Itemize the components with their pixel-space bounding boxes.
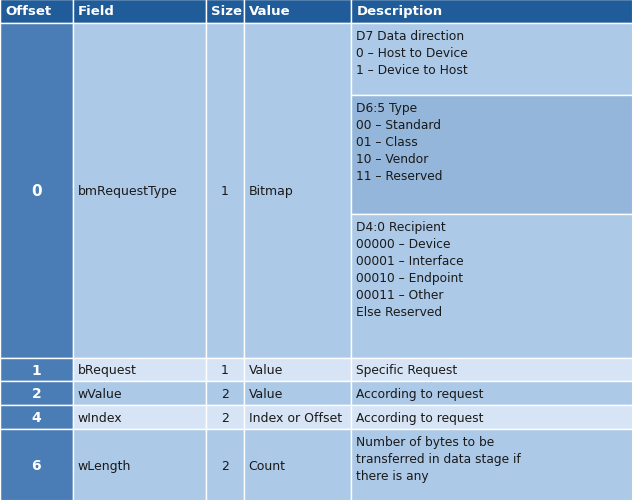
Bar: [351, 406, 633, 429]
Bar: [351, 0, 633, 24]
Text: wValue: wValue: [78, 387, 122, 400]
Text: Offset: Offset: [5, 6, 51, 19]
Bar: [206, 382, 244, 406]
Bar: [73, 24, 206, 358]
Bar: [0, 358, 73, 382]
Text: 2: 2: [32, 387, 41, 401]
Bar: [206, 406, 244, 429]
Text: wLength: wLength: [78, 459, 131, 472]
Text: Size: Size: [211, 6, 242, 19]
Text: D6:5 Type
00 – Standard
01 – Class
10 – Vendor
11 – Reserved: D6:5 Type 00 – Standard 01 – Class 10 – …: [356, 101, 443, 182]
Text: 2: 2: [221, 387, 229, 400]
Bar: [206, 0, 244, 24]
Bar: [73, 406, 206, 429]
Bar: [351, 358, 633, 382]
Text: Description: Description: [356, 6, 442, 19]
Bar: [0, 429, 73, 501]
Bar: [351, 95, 633, 215]
Bar: [73, 429, 206, 501]
Text: Specific Request: Specific Request: [356, 363, 458, 376]
Bar: [206, 0, 244, 24]
Bar: [206, 24, 244, 358]
Bar: [244, 0, 351, 24]
Bar: [351, 382, 633, 406]
Bar: [73, 382, 206, 406]
Bar: [206, 382, 244, 406]
Text: wIndex: wIndex: [78, 411, 122, 424]
Bar: [244, 406, 351, 429]
Bar: [244, 429, 351, 501]
Bar: [351, 382, 633, 406]
Bar: [351, 24, 633, 95]
Bar: [351, 0, 633, 24]
Bar: [244, 358, 351, 382]
Bar: [73, 0, 206, 24]
Bar: [244, 382, 351, 406]
Text: bRequest: bRequest: [78, 363, 137, 376]
Bar: [351, 215, 633, 358]
Bar: [73, 429, 206, 501]
Bar: [244, 429, 351, 501]
Bar: [0, 0, 73, 24]
Text: 0: 0: [31, 183, 42, 198]
Text: Field: Field: [78, 6, 115, 19]
Text: 6: 6: [32, 458, 41, 472]
Bar: [244, 0, 351, 24]
Bar: [0, 358, 73, 382]
Bar: [0, 0, 73, 24]
Bar: [73, 382, 206, 406]
Bar: [244, 358, 351, 382]
Bar: [244, 24, 351, 358]
Bar: [0, 24, 73, 358]
Text: Value: Value: [249, 363, 283, 376]
Text: Value: Value: [249, 387, 283, 400]
Bar: [351, 215, 633, 358]
Bar: [351, 358, 633, 382]
Bar: [0, 406, 73, 429]
Bar: [73, 358, 206, 382]
Bar: [351, 429, 633, 501]
Text: bmRequestType: bmRequestType: [78, 184, 177, 197]
Text: 1: 1: [221, 363, 229, 376]
Bar: [0, 382, 73, 406]
Bar: [0, 24, 73, 358]
Bar: [244, 24, 351, 358]
Bar: [244, 406, 351, 429]
Bar: [244, 382, 351, 406]
Text: According to request: According to request: [356, 387, 484, 400]
Text: Index or Offset: Index or Offset: [249, 411, 342, 424]
Bar: [73, 358, 206, 382]
Bar: [73, 0, 206, 24]
Bar: [206, 358, 244, 382]
Text: 2: 2: [221, 459, 229, 472]
Bar: [206, 358, 244, 382]
Text: Count: Count: [249, 459, 285, 472]
Text: 2: 2: [221, 411, 229, 424]
Bar: [0, 429, 73, 501]
Text: According to request: According to request: [356, 411, 484, 424]
Bar: [351, 95, 633, 215]
Bar: [73, 406, 206, 429]
Bar: [351, 24, 633, 95]
Text: 1: 1: [221, 184, 229, 197]
Text: D4:0 Recipient
00000 – Device
00001 – Interface
00010 – Endpoint
00011 – Other
E: D4:0 Recipient 00000 – Device 00001 – In…: [356, 221, 464, 319]
Bar: [351, 406, 633, 429]
Text: 1: 1: [32, 363, 41, 377]
Bar: [206, 406, 244, 429]
Bar: [0, 382, 73, 406]
Bar: [206, 24, 244, 358]
Text: 4: 4: [32, 410, 41, 424]
Bar: [73, 24, 206, 358]
Bar: [351, 429, 633, 501]
Text: Bitmap: Bitmap: [249, 184, 294, 197]
Text: Value: Value: [249, 6, 291, 19]
Text: Number of bytes to be
transferred in data stage if
there is any: Number of bytes to be transferred in dat…: [356, 435, 521, 482]
Bar: [206, 429, 244, 501]
Text: D7 Data direction
0 – Host to Device
1 – Device to Host: D7 Data direction 0 – Host to Device 1 –…: [356, 30, 468, 77]
Bar: [206, 429, 244, 501]
Bar: [0, 406, 73, 429]
